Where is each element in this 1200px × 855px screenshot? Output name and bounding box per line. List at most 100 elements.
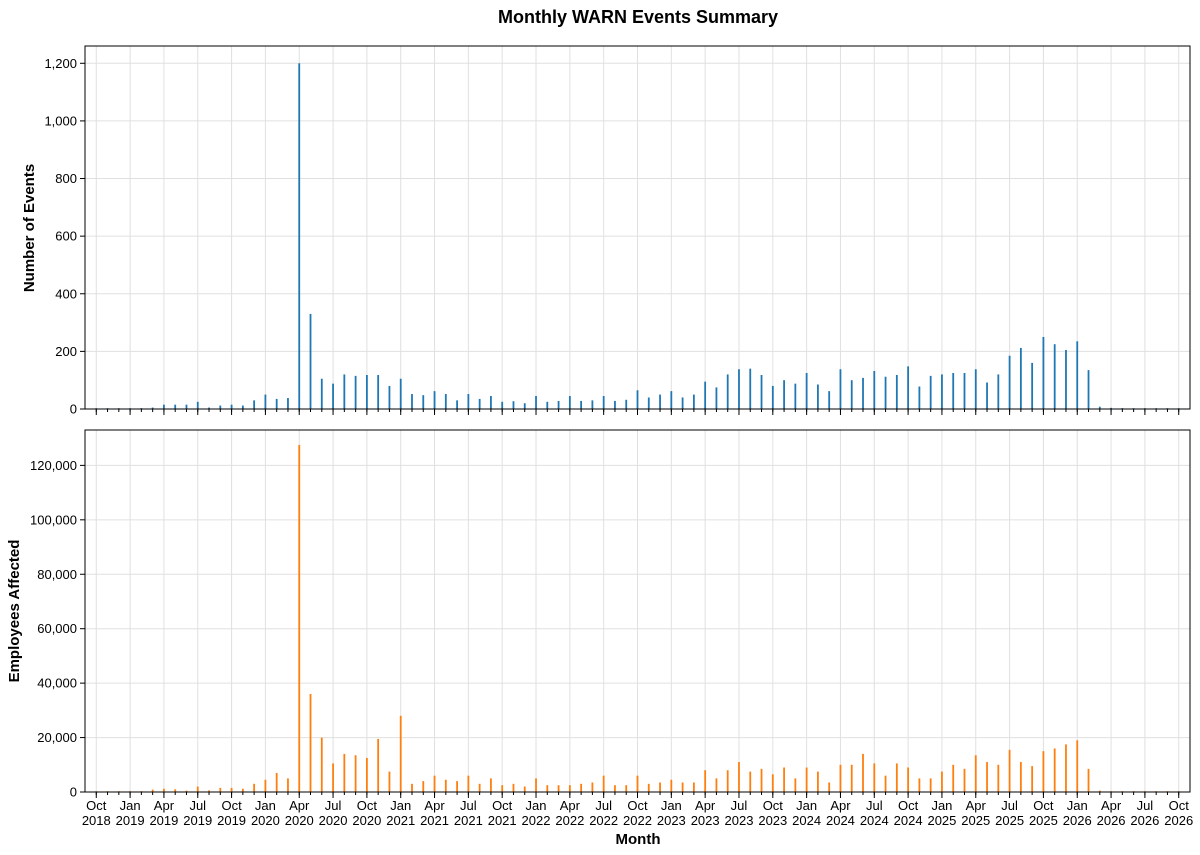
y-tick-label: 120,000 [30, 458, 77, 473]
employees-grid [85, 430, 1190, 793]
events-bar [997, 374, 1000, 409]
x-tick-label: Apr 2022 [555, 798, 584, 828]
events-bar [625, 399, 628, 409]
events-bar [332, 383, 334, 409]
employees-bar [805, 767, 808, 792]
x-tick-label: Oct 2022 [623, 798, 652, 828]
events-bar [174, 404, 177, 409]
employees-bar [287, 778, 289, 792]
y-tick-label: 20,000 [37, 730, 77, 745]
employees-bar [636, 775, 639, 792]
employees-bar [862, 753, 864, 792]
employees-bar [670, 779, 673, 792]
events-bar [490, 396, 492, 409]
events-bar [738, 369, 740, 409]
x-tick-label: Jan 2020 [251, 798, 280, 828]
events-bar [817, 384, 819, 409]
events-bar [760, 375, 763, 409]
employees-bar [1008, 749, 1011, 792]
events-bar [253, 400, 256, 409]
events-bar [647, 397, 650, 409]
employees-bar [591, 782, 594, 792]
employees-bar [444, 779, 447, 792]
employees-bar [151, 789, 154, 792]
employees-bar [1031, 766, 1034, 792]
events-bar [614, 400, 616, 409]
y-tick-label: 200 [55, 344, 77, 359]
employees-bar [343, 753, 346, 792]
events-bar [264, 394, 267, 409]
events-bar [208, 407, 210, 409]
events-bar [1008, 355, 1011, 409]
events-panel: 0 200 400 600 800 1,000 1,200 Number of Events [21, 45, 1191, 417]
employees-bar [625, 785, 628, 792]
employees-bar [839, 764, 842, 792]
employees-bar [388, 771, 391, 792]
events-bar [433, 391, 436, 409]
x-tick-label: Jan 2023 [657, 798, 686, 828]
employees-bar [512, 783, 515, 792]
events-bar [1042, 336, 1045, 409]
x-tick-label: Oct 2020 [352, 798, 381, 828]
events-bar [456, 400, 458, 409]
events-bar [343, 374, 346, 409]
employees-bar [726, 770, 729, 792]
employees-bar [241, 788, 244, 792]
employees-bar [1053, 748, 1056, 792]
events-bar [681, 397, 684, 409]
employees-bar [941, 771, 943, 792]
events-x-ticks [95, 409, 1180, 415]
events-bar [602, 396, 605, 409]
x-tick-label: Jul 2022 [589, 798, 618, 828]
x-tick-label: Jul 2019 [183, 798, 212, 828]
employees-bar [1087, 768, 1090, 792]
events-bar [704, 381, 707, 409]
x-tick-label: Jul 2020 [319, 798, 348, 828]
employees-bar [264, 779, 267, 792]
events-bar [591, 400, 594, 409]
figure-title: Monthly WARN Events Summary [498, 7, 778, 27]
y-tick-label: 60,000 [37, 621, 77, 636]
events-bar [636, 390, 639, 409]
x-tick-label: Apr 2020 [285, 798, 314, 828]
employees-bar [196, 786, 199, 792]
x-tick-label: Jan 2021 [386, 798, 415, 828]
y-tick-label: 100,000 [30, 512, 77, 527]
x-tick-label: Jul 2026 [1130, 798, 1159, 828]
events-bar [275, 398, 278, 409]
events-bar [399, 378, 402, 409]
events-bar [1019, 347, 1022, 409]
employees-bar [298, 444, 301, 792]
y-tick-label: 600 [55, 229, 77, 244]
employees-bar [828, 782, 831, 792]
y-tick-label: 0 [70, 785, 77, 800]
events-bar [1098, 406, 1101, 409]
events-bar [467, 394, 470, 409]
employees-bar [1098, 790, 1101, 792]
events-bar [771, 385, 774, 409]
employees-bar [1076, 740, 1079, 792]
events-bar [535, 396, 537, 409]
events-bar [963, 372, 966, 409]
employees-bar [1019, 762, 1022, 792]
employees-bar [974, 755, 977, 792]
employees-bar [580, 783, 583, 792]
x-tick-label: Jul 2024 [860, 798, 889, 828]
y-tick-label: 800 [55, 171, 77, 186]
x-tick-label: Oct 2025 [1029, 798, 1058, 828]
x-tick-label: Apr 2019 [149, 798, 178, 828]
events-grid [85, 46, 1190, 410]
events-bar [320, 378, 323, 409]
events-bar [839, 369, 842, 409]
employees-bar [1042, 751, 1045, 792]
events-bar [230, 404, 233, 409]
employees-bar [771, 774, 774, 792]
employees-bar [253, 783, 256, 792]
x-tick-label: Jan 2022 [522, 798, 551, 828]
events-bar [918, 386, 921, 409]
employees-bar [309, 694, 312, 792]
events-bar [941, 374, 943, 409]
employees-bar [185, 790, 188, 792]
events-bar [478, 398, 481, 409]
